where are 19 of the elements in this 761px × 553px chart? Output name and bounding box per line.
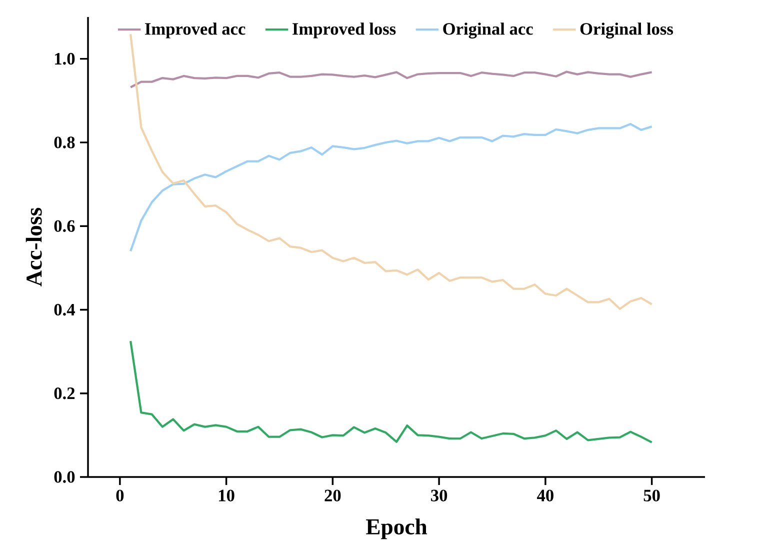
x-tick-label: 40 [536,490,554,502]
y-tick-label: 1.0 [55,52,75,65]
x-axis-title: Epoch [366,518,428,540]
y-tick-label: 0.8 [54,136,75,148]
legend-label: Original acc [443,22,533,38]
y-tick-label: 0.4 [54,304,75,316]
y-tick-label: 0.2 [54,387,75,400]
x-tick-label: 20 [324,490,341,502]
y-tick-label: 0.0 [54,471,75,483]
y-tick-label: 0.6 [54,220,75,232]
x-tick-label: 10 [219,490,234,502]
legend-label: Original loss [580,22,674,38]
y-axis-title: Acc-loss [26,208,42,286]
x-tick-label: 0 [116,490,124,502]
x-tick-label: 50 [644,490,660,502]
x-tick-label: 30 [431,490,448,502]
legend-label: Improved acc [145,22,246,38]
legend-label: Improved loss [292,22,396,38]
line-series [129,340,653,444]
